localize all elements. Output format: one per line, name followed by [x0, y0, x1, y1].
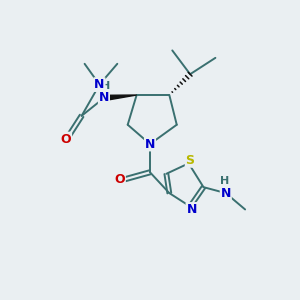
- Text: O: O: [61, 133, 71, 146]
- Text: N: N: [145, 138, 155, 151]
- Text: H: H: [101, 80, 110, 91]
- Text: H: H: [220, 176, 229, 186]
- Text: N: N: [99, 92, 109, 104]
- Text: S: S: [186, 154, 195, 167]
- Text: N: N: [94, 78, 105, 91]
- Text: N: N: [220, 187, 231, 200]
- Polygon shape: [104, 95, 136, 101]
- Text: O: O: [114, 173, 125, 186]
- Text: N: N: [186, 203, 197, 216]
